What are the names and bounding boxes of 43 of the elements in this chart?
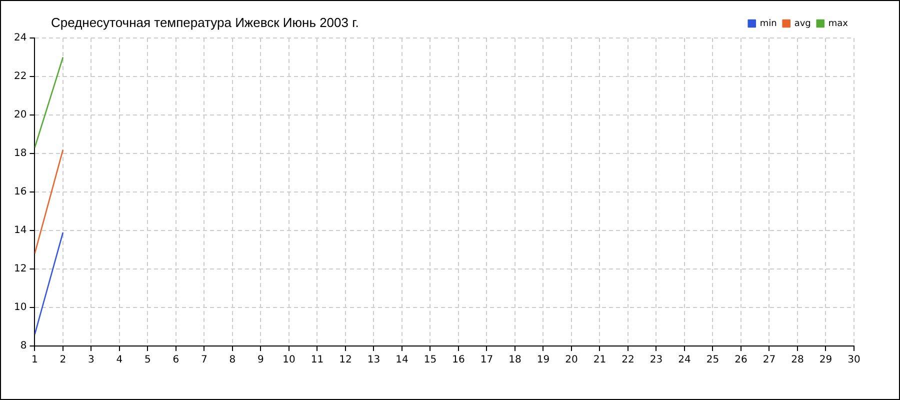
x-tick-label: 9: [258, 354, 264, 366]
x-tick-label: 11: [310, 354, 324, 366]
x-tick-label: 23: [650, 354, 663, 366]
x-tick-label: 30: [848, 354, 860, 366]
x-tick-label: 26: [734, 354, 748, 366]
x-tick-label: 27: [762, 354, 776, 366]
x-tick-label: 5: [144, 354, 151, 366]
x-tick-label: 18: [508, 354, 522, 366]
y-tick-label: 16: [14, 186, 27, 198]
x-tick-label: 22: [622, 354, 634, 366]
x-tick-label: 28: [791, 354, 804, 366]
chart-title: Среднесуточная температура Ижевск Июнь 2003 г.: [51, 15, 359, 30]
x-tick-label: 21: [593, 354, 606, 366]
legend-label: min: [760, 18, 777, 29]
x-tick-label: 4: [116, 354, 123, 366]
x-tick-label: 3: [88, 354, 94, 366]
y-tick-label: 20: [14, 110, 27, 121]
y-tick-label: 8: [20, 340, 27, 352]
legend-label: max: [828, 18, 849, 29]
x-tick-label: 15: [424, 354, 437, 366]
y-tick-label: 10: [14, 302, 27, 314]
y-tick-label: 22: [14, 71, 27, 82]
x-tick-label: 6: [172, 354, 180, 366]
y-tick-label: 12: [14, 264, 27, 275]
x-tick-label: 14: [396, 354, 408, 366]
x-tick-label: 12: [339, 354, 352, 366]
x-tick-label: 10: [282, 354, 296, 366]
x-tick-label: 17: [480, 354, 494, 366]
y-tick-label: 14: [14, 225, 27, 236]
x-tick-label: 8: [229, 354, 236, 366]
x-tick-label: 24: [678, 354, 691, 366]
x-tick-label: 20: [565, 354, 578, 366]
x-tick-label: 16: [452, 354, 465, 366]
x-tick-label: 13: [367, 354, 380, 366]
x-tick-label: 25: [706, 354, 720, 366]
y-tick-label: 24: [14, 32, 27, 44]
x-tick-label: 19: [536, 354, 550, 366]
x-tick-label: 2: [60, 354, 66, 366]
x-tick-label: 1: [32, 354, 38, 366]
legend-label: avg: [794, 18, 811, 29]
y-tick-label: 18: [14, 148, 27, 160]
x-tick-label: 29: [819, 354, 832, 366]
x-tick-label: 7: [201, 354, 208, 366]
